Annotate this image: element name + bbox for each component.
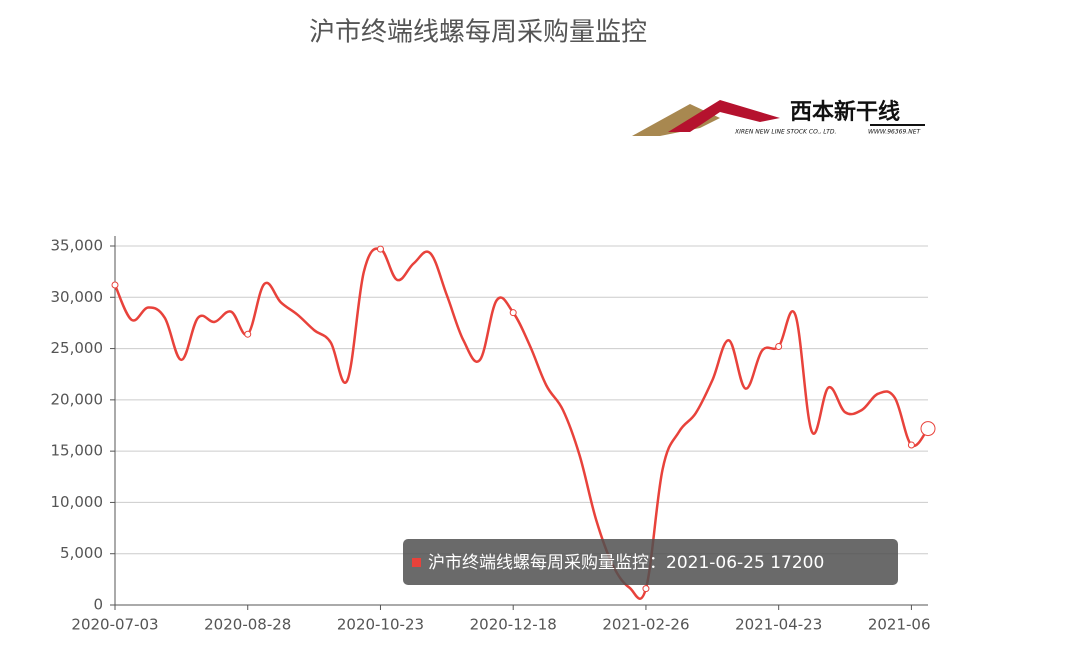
logo-shape bbox=[668, 100, 780, 132]
y-tick-label: 20,000 bbox=[51, 390, 104, 408]
x-axis-labels: 2020-07-03 2020-08-28 2020-10-23 2020-12-18… bbox=[71, 616, 955, 634]
x-tick-label: 2021-02-26 bbox=[602, 616, 689, 634]
tooltip-text: 沪市终端线螺每周采购量监控：2021-06-25 17200 bbox=[428, 553, 824, 573]
x-tick-label: 2021-06-18 bbox=[868, 616, 955, 634]
point-marker bbox=[244, 330, 252, 338]
x-tick-label: 2020-07-03 bbox=[71, 616, 158, 634]
x-tick-label: 2020-08-28 bbox=[204, 616, 291, 634]
y-tick-label: 0 bbox=[93, 596, 103, 614]
plot: 0 5,000 10,000 15,000 20,000 25,000 30,000 35,0… bbox=[51, 236, 936, 614]
x-tick-label: 2021-04-23 bbox=[735, 616, 822, 634]
tooltip: 沪市终端线螺每周采购量监控：2021-06-25 17200 bbox=[403, 539, 898, 585]
line-series bbox=[113, 247, 929, 600]
point-marker bbox=[775, 343, 783, 351]
tooltip-swatch bbox=[412, 558, 421, 567]
point-marker bbox=[907, 441, 915, 449]
x-tick-label: 2020-10-23 bbox=[337, 616, 424, 634]
point-marker bbox=[111, 281, 119, 289]
tooltip-box bbox=[403, 539, 898, 585]
y-tick-label: 10,000 bbox=[51, 493, 104, 511]
y-tick-label: 5,000 bbox=[60, 544, 103, 562]
point-marker bbox=[920, 421, 936, 437]
y-tick-label: 25,000 bbox=[51, 339, 104, 357]
point-marker bbox=[509, 309, 517, 317]
x-tick-label: 2020-12-18 bbox=[470, 616, 557, 634]
y-tick-label: 35,000 bbox=[51, 237, 104, 255]
point-marker bbox=[642, 585, 650, 593]
logo-subtitle: XIREN NEW LINE STOCK CO., LTD. bbox=[734, 129, 836, 136]
y-tick-label: 30,000 bbox=[51, 288, 104, 306]
logo-shape bbox=[632, 104, 720, 136]
y-tick-label: 15,000 bbox=[51, 442, 104, 460]
logo: 西本新干线 XIREN NEW LINE STOCK CO., LTD. WWW… bbox=[632, 99, 925, 136]
chart-title: 沪市终端线螺每周采购量监控 bbox=[309, 18, 647, 48]
logo-url: WWW.96369.NET bbox=[868, 129, 921, 136]
logo-text: 西本新干线 bbox=[790, 99, 900, 125]
point-marker bbox=[376, 245, 384, 253]
